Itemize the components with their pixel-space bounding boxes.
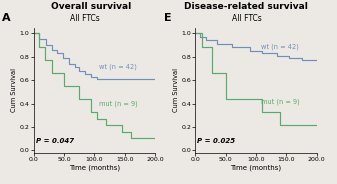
Y-axis label: Cum Survival: Cum Survival [173, 68, 179, 112]
X-axis label: Time (months): Time (months) [231, 165, 282, 171]
Text: E: E [164, 13, 172, 23]
Text: P = 0.047: P = 0.047 [35, 138, 74, 144]
Text: Disease-related survival: Disease-related survival [184, 2, 308, 11]
Text: wt (n = 42): wt (n = 42) [261, 44, 299, 50]
Y-axis label: Cum Survival: Cum Survival [11, 68, 17, 112]
Text: A: A [2, 13, 11, 23]
Text: All FTCs: All FTCs [232, 14, 262, 23]
Text: mut (n = 9): mut (n = 9) [261, 99, 300, 105]
X-axis label: Time (months): Time (months) [69, 165, 120, 171]
Text: wt (n = 42): wt (n = 42) [99, 63, 137, 70]
Text: P = 0.025: P = 0.025 [197, 138, 236, 144]
Text: Overall survival: Overall survival [51, 2, 131, 11]
Text: mut (n = 9): mut (n = 9) [99, 101, 138, 107]
Text: All FTCs: All FTCs [70, 14, 100, 23]
